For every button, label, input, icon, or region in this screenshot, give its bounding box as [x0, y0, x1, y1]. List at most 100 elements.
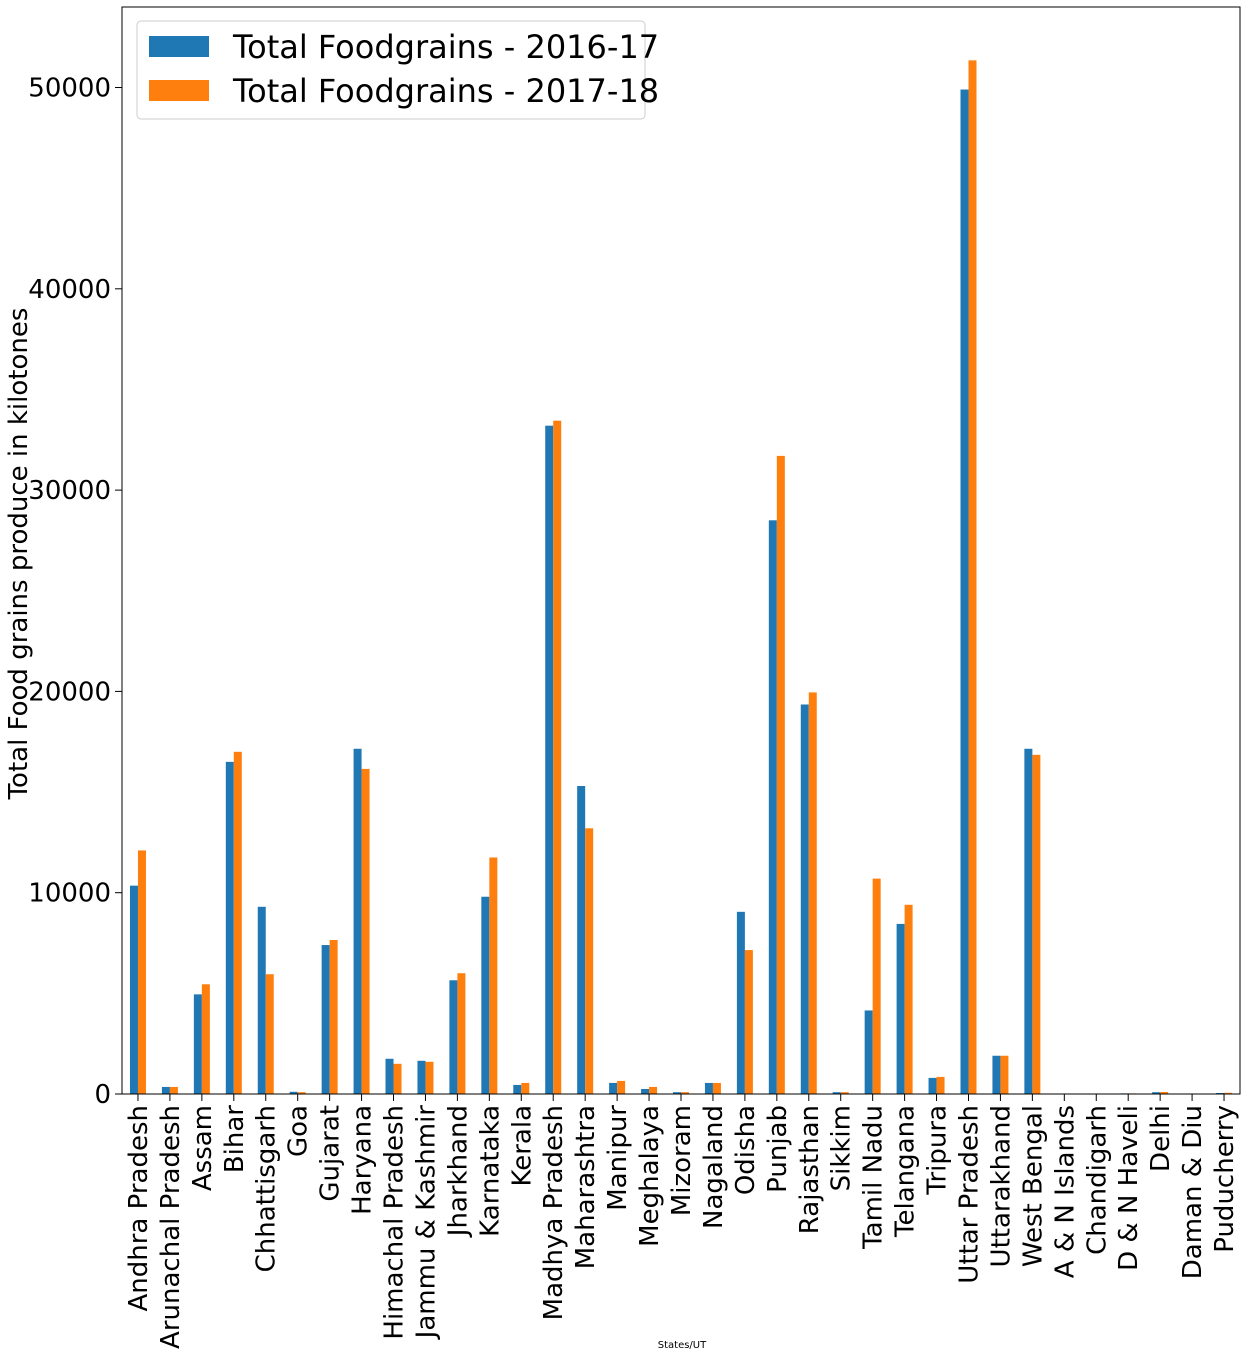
bar-2016-17 [960, 89, 969, 1094]
x-tick-label: Bihar [220, 1105, 250, 1173]
bar-2016-17 [992, 1055, 1001, 1094]
bar-2016-17 [385, 1058, 394, 1094]
bar-2017-18 [649, 1086, 658, 1094]
bar-2016-17 [736, 911, 745, 1094]
bar-2017-18 [329, 940, 338, 1094]
bar-2016-17 [832, 1092, 841, 1094]
plot-frame [121, 6, 1241, 1095]
legend-swatch-2017-18 [149, 80, 209, 101]
y-axis: 0 10000 20000 30000 40000 50000 [28, 74, 122, 1110]
bar-2017-18 [393, 1063, 402, 1094]
bar-2016-17 [609, 1082, 618, 1094]
bar-2017-18 [265, 974, 274, 1094]
x-tick-label: Gujarat [316, 1105, 346, 1202]
bar-2016-17 [768, 520, 777, 1094]
x-tick-label: Arunachal Pradesh [156, 1105, 186, 1349]
bar-2017-18 [968, 60, 977, 1095]
y-tick-label: 40000 [28, 275, 111, 305]
bar-2016-17 [321, 945, 330, 1094]
bar-2016-17 [545, 425, 554, 1094]
bar-2016-17 [193, 994, 202, 1094]
x-tick-label: Jharkhand [443, 1105, 473, 1238]
x-tick-label: Tamil Nadu [859, 1105, 889, 1250]
x-tick-label: Kerala [507, 1105, 537, 1187]
x-tick-label: D & N Haveli [1114, 1105, 1144, 1271]
bar-2016-17 [1024, 748, 1033, 1094]
x-tick-label: Uttarakhand [986, 1105, 1016, 1267]
bar-2017-18 [936, 1076, 945, 1094]
bar-2017-18 [1160, 1091, 1169, 1094]
bar-2017-18 [361, 768, 370, 1094]
x-tick-label: Uttar Pradesh [954, 1105, 984, 1284]
bar-2017-18 [1000, 1055, 1009, 1094]
bar-2016-17 [417, 1060, 426, 1094]
x-tick-label: Andhra Pradesh [124, 1105, 154, 1312]
legend-label-2016-17: Total Foodgrains - 2016-17 [232, 28, 659, 66]
y-axis-label: Total Food grains produce in kilotones [4, 308, 34, 801]
bar-2017-18 [840, 1092, 849, 1094]
x-axis: Andhra Pradesh Arunachal Pradesh Assam Biha… [124, 1094, 1240, 1349]
legend-box [136, 20, 646, 120]
bar-2017-18 [233, 751, 242, 1094]
x-tick-label: Rajasthan [795, 1105, 825, 1234]
x-tick-label: Himachal Pradesh [380, 1105, 410, 1340]
bar-2017-18 [169, 1086, 178, 1094]
bar-2017-18 [201, 984, 210, 1094]
bar-2016-17 [928, 1077, 937, 1094]
bar-2017-18 [872, 878, 881, 1094]
bars-group [129, 60, 1233, 1095]
y-tick-label: 30000 [28, 476, 111, 506]
x-tick-label: Sikkim [827, 1105, 857, 1191]
bar-2016-17 [704, 1082, 713, 1094]
x-tick-label: Manipur [603, 1105, 633, 1211]
bar-2017-18 [617, 1080, 626, 1094]
bar-2017-18 [776, 455, 785, 1094]
bar-2017-18 [904, 904, 913, 1094]
x-tick-label: Jammu & Kashmir [411, 1105, 441, 1341]
bar-2016-17 [896, 923, 905, 1094]
bar-2016-17 [129, 885, 138, 1094]
bar-2017-18 [553, 420, 562, 1094]
bar-2016-17 [1216, 1092, 1225, 1094]
bar-2016-17 [449, 980, 458, 1094]
bar-2017-18 [744, 950, 753, 1094]
x-tick-label: Delhi [1146, 1105, 1176, 1172]
x-axis-label: States/UT [658, 1340, 707, 1351]
y-tick-label: 50000 [28, 74, 111, 104]
bar-2017-18 [585, 828, 594, 1094]
bar-2016-17 [225, 761, 234, 1094]
bar-2017-18 [808, 692, 817, 1094]
x-tick-label: West Bengal [1018, 1105, 1048, 1267]
bar-2016-17 [577, 786, 586, 1094]
x-tick-label: Goa [284, 1105, 314, 1157]
bar-2017-18 [1224, 1092, 1233, 1094]
x-tick-label: Tripura [923, 1105, 953, 1196]
bar-2017-18 [137, 850, 146, 1094]
bar-2016-17 [257, 906, 266, 1094]
bar-2017-18 [521, 1082, 530, 1094]
x-tick-label: Assam [188, 1105, 218, 1191]
x-tick-label: Odisha [731, 1105, 761, 1195]
bar-2016-17 [673, 1092, 681, 1094]
legend-label-2017-18: Total Foodgrains - 2017-18 [232, 72, 659, 110]
bar-2016-17 [161, 1086, 170, 1094]
y-tick-label: 0 [94, 1080, 111, 1110]
bar-2017-18 [712, 1082, 721, 1094]
x-tick-label: A & N Islands [1050, 1105, 1080, 1278]
x-tick-label: Nagaland [699, 1105, 729, 1229]
bar-2016-17 [289, 1091, 298, 1094]
x-tick-label: Karnataka [475, 1105, 505, 1237]
bar-2017-18 [457, 973, 466, 1094]
y-tick-label: 20000 [28, 677, 111, 707]
bar-2017-18 [489, 857, 498, 1094]
bar-2016-17 [864, 1010, 873, 1094]
x-tick-label: Madhya Pradesh [539, 1105, 569, 1320]
legend-swatch-2016-17 [149, 36, 209, 57]
x-tick-label: Punjab [763, 1105, 793, 1193]
x-tick-label: Haryana [348, 1105, 378, 1215]
x-tick-label: Daman & Diu [1178, 1105, 1208, 1279]
bar-2017-18 [297, 1092, 306, 1094]
bar-2016-17 [641, 1088, 650, 1094]
y-tick-label: 10000 [28, 879, 111, 909]
